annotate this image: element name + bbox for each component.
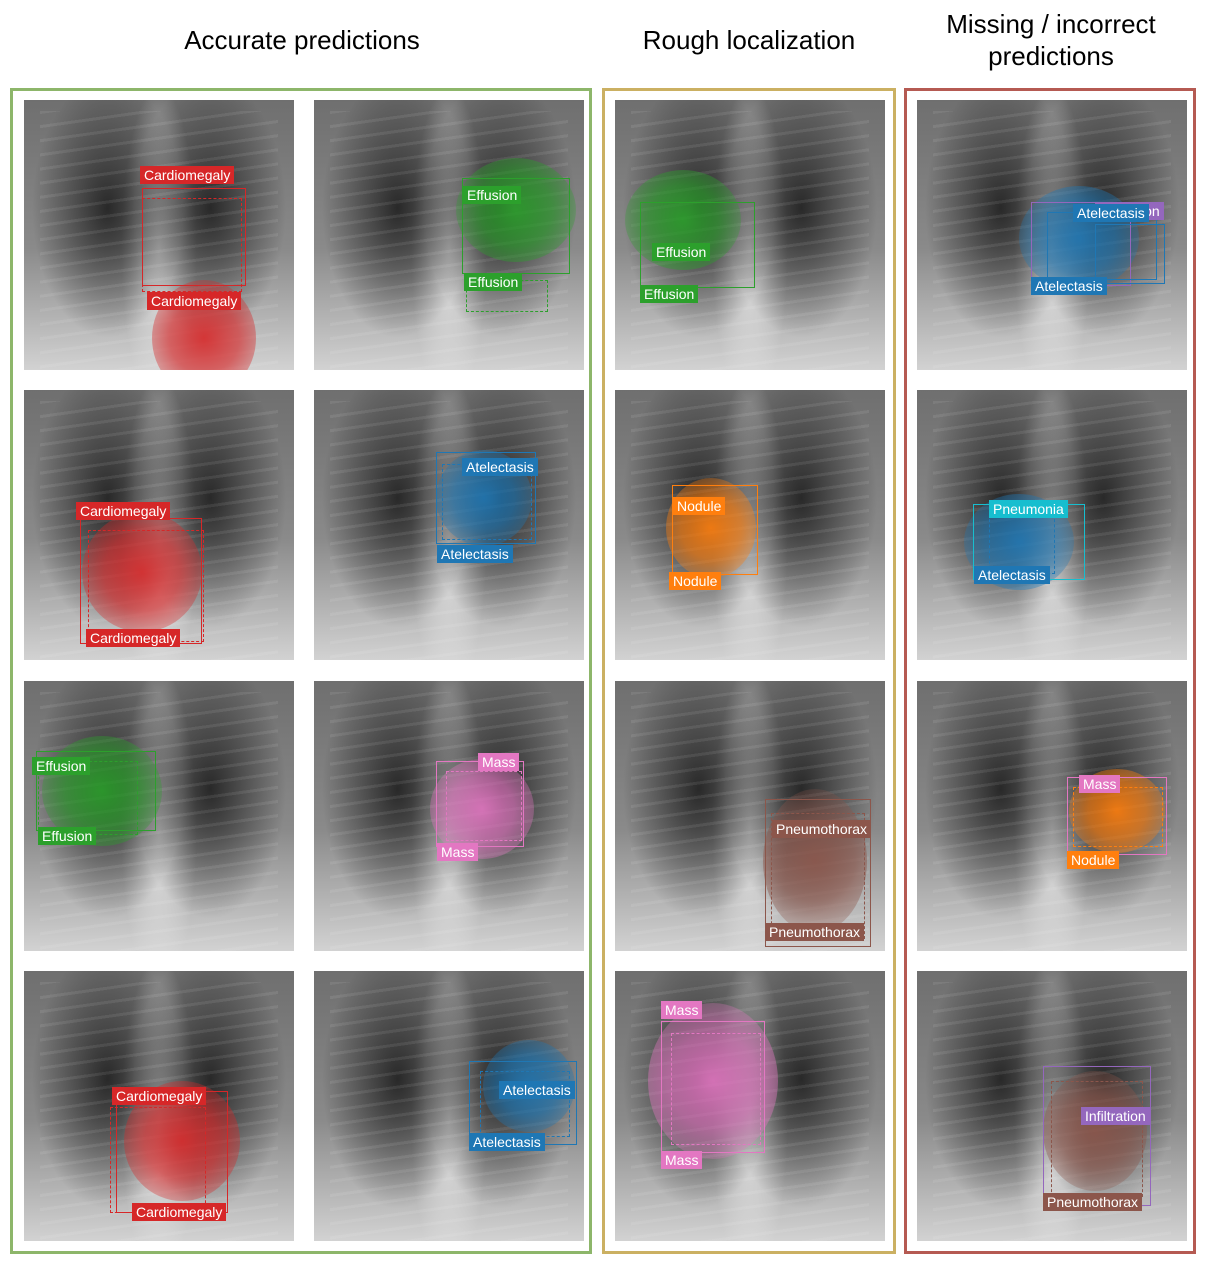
finding-label: Atelectasis [499,1081,575,1099]
finding-label: Atelectasis [437,545,513,563]
finding-label: Atelectasis [462,458,538,476]
xray-image: Pneumonia Atelectasis [917,390,1187,660]
ground-truth-box [671,1033,761,1145]
xray-image: Effusion Effusion [314,100,584,370]
finding-label: Effusion [652,243,711,261]
xray-image: Effusion Effusion [615,100,885,370]
finding-label: Cardiomegaly [86,629,181,647]
finding-label: Atelectasis [974,566,1050,584]
ground-truth-box [1051,1081,1143,1197]
finding-label: Cardiomegaly [147,292,242,310]
finding-label: Effusion [38,827,97,845]
ground-truth-box [446,771,522,841]
rough-localization-group [602,88,896,1254]
ground-truth-box [142,198,242,292]
xray-image: Cardiomegaly Cardiomegaly [24,100,294,370]
ground-truth-box [989,514,1055,574]
finding-label: Pneumothorax [765,923,865,941]
prediction-heatmap [1043,1071,1147,1191]
finding-label: Cardiomegaly [140,166,235,184]
finding-label: Nodule [669,572,722,590]
finding-label: Cardiomegaly [76,502,171,520]
xray-image: Pneumothorax Pneumothorax [615,681,885,951]
predicted-box [436,452,536,544]
prediction-heatmap [666,478,756,578]
finding-label: Cardiomegaly [132,1203,227,1221]
finding-label: Atelectasis [1073,204,1149,222]
ground-truth-box [88,530,204,642]
finding-label: Effusion [32,757,91,775]
finding-label: Pneumonia [989,500,1068,518]
xray-image: Nodule Nodule [615,390,885,660]
xray-image: Atelectasis Atelectasis [314,390,584,660]
xray-image: Effusion Effusion [24,681,294,951]
xray-image: Mass Mass [314,681,584,951]
predicted-box [661,1021,765,1153]
xray-image: Infiltration Pneumothorax [917,971,1187,1241]
xray-image: Cardiomegaly Cardiomegaly [24,971,294,1241]
finding-label: Effusion [463,186,522,204]
finding-label: Nodule [1067,851,1120,869]
xray-image: Mass Nodule [917,681,1187,951]
xray-image: InfiltrationAtelectasisAtelectasis [917,100,1187,370]
finding-label: Mass [661,1151,703,1169]
finding-label: Effusion [640,285,699,303]
ground-truth-box [110,1107,206,1213]
predicted-box [765,799,871,947]
heading-accurate-predictions: Accurate predictions [184,25,420,55]
accurate-predictions-group [10,88,592,1254]
xray-image: Cardiomegaly Cardiomegaly [24,390,294,660]
ground-truth-box [1073,787,1163,847]
finding-label: Atelectasis [1031,277,1107,295]
heading-rough-localization: Rough localization [642,25,856,55]
finding-label: Cardiomegaly [112,1087,207,1105]
finding-label: Mass [1079,775,1121,793]
finding-label: Pneumothorax [772,820,872,838]
prediction-heatmap [456,158,576,262]
heading-missing-incorrect-predictions: Missing / incorrect predictions [946,9,1156,71]
finding-label: Mass [478,753,520,771]
prediction-heatmap [430,759,534,859]
missing-incorrect-predictions-group [904,88,1196,1254]
xray-image: Atelectasis Atelectasis [314,971,584,1241]
finding-label: Infiltration [1081,1107,1150,1125]
finding-label: Atelectasis [469,1133,545,1151]
prediction-heatmap [82,512,202,632]
finding-label: Mass [437,843,479,861]
finding-label: Mass [661,1001,703,1019]
predicted-box [1095,224,1165,284]
xray-image: Mass Mass [615,971,885,1241]
prediction-heatmap [648,1003,778,1159]
finding-label: Pneumothorax [1043,1193,1143,1211]
finding-label: Effusion [464,273,523,291]
finding-label: Nodule [673,497,726,515]
